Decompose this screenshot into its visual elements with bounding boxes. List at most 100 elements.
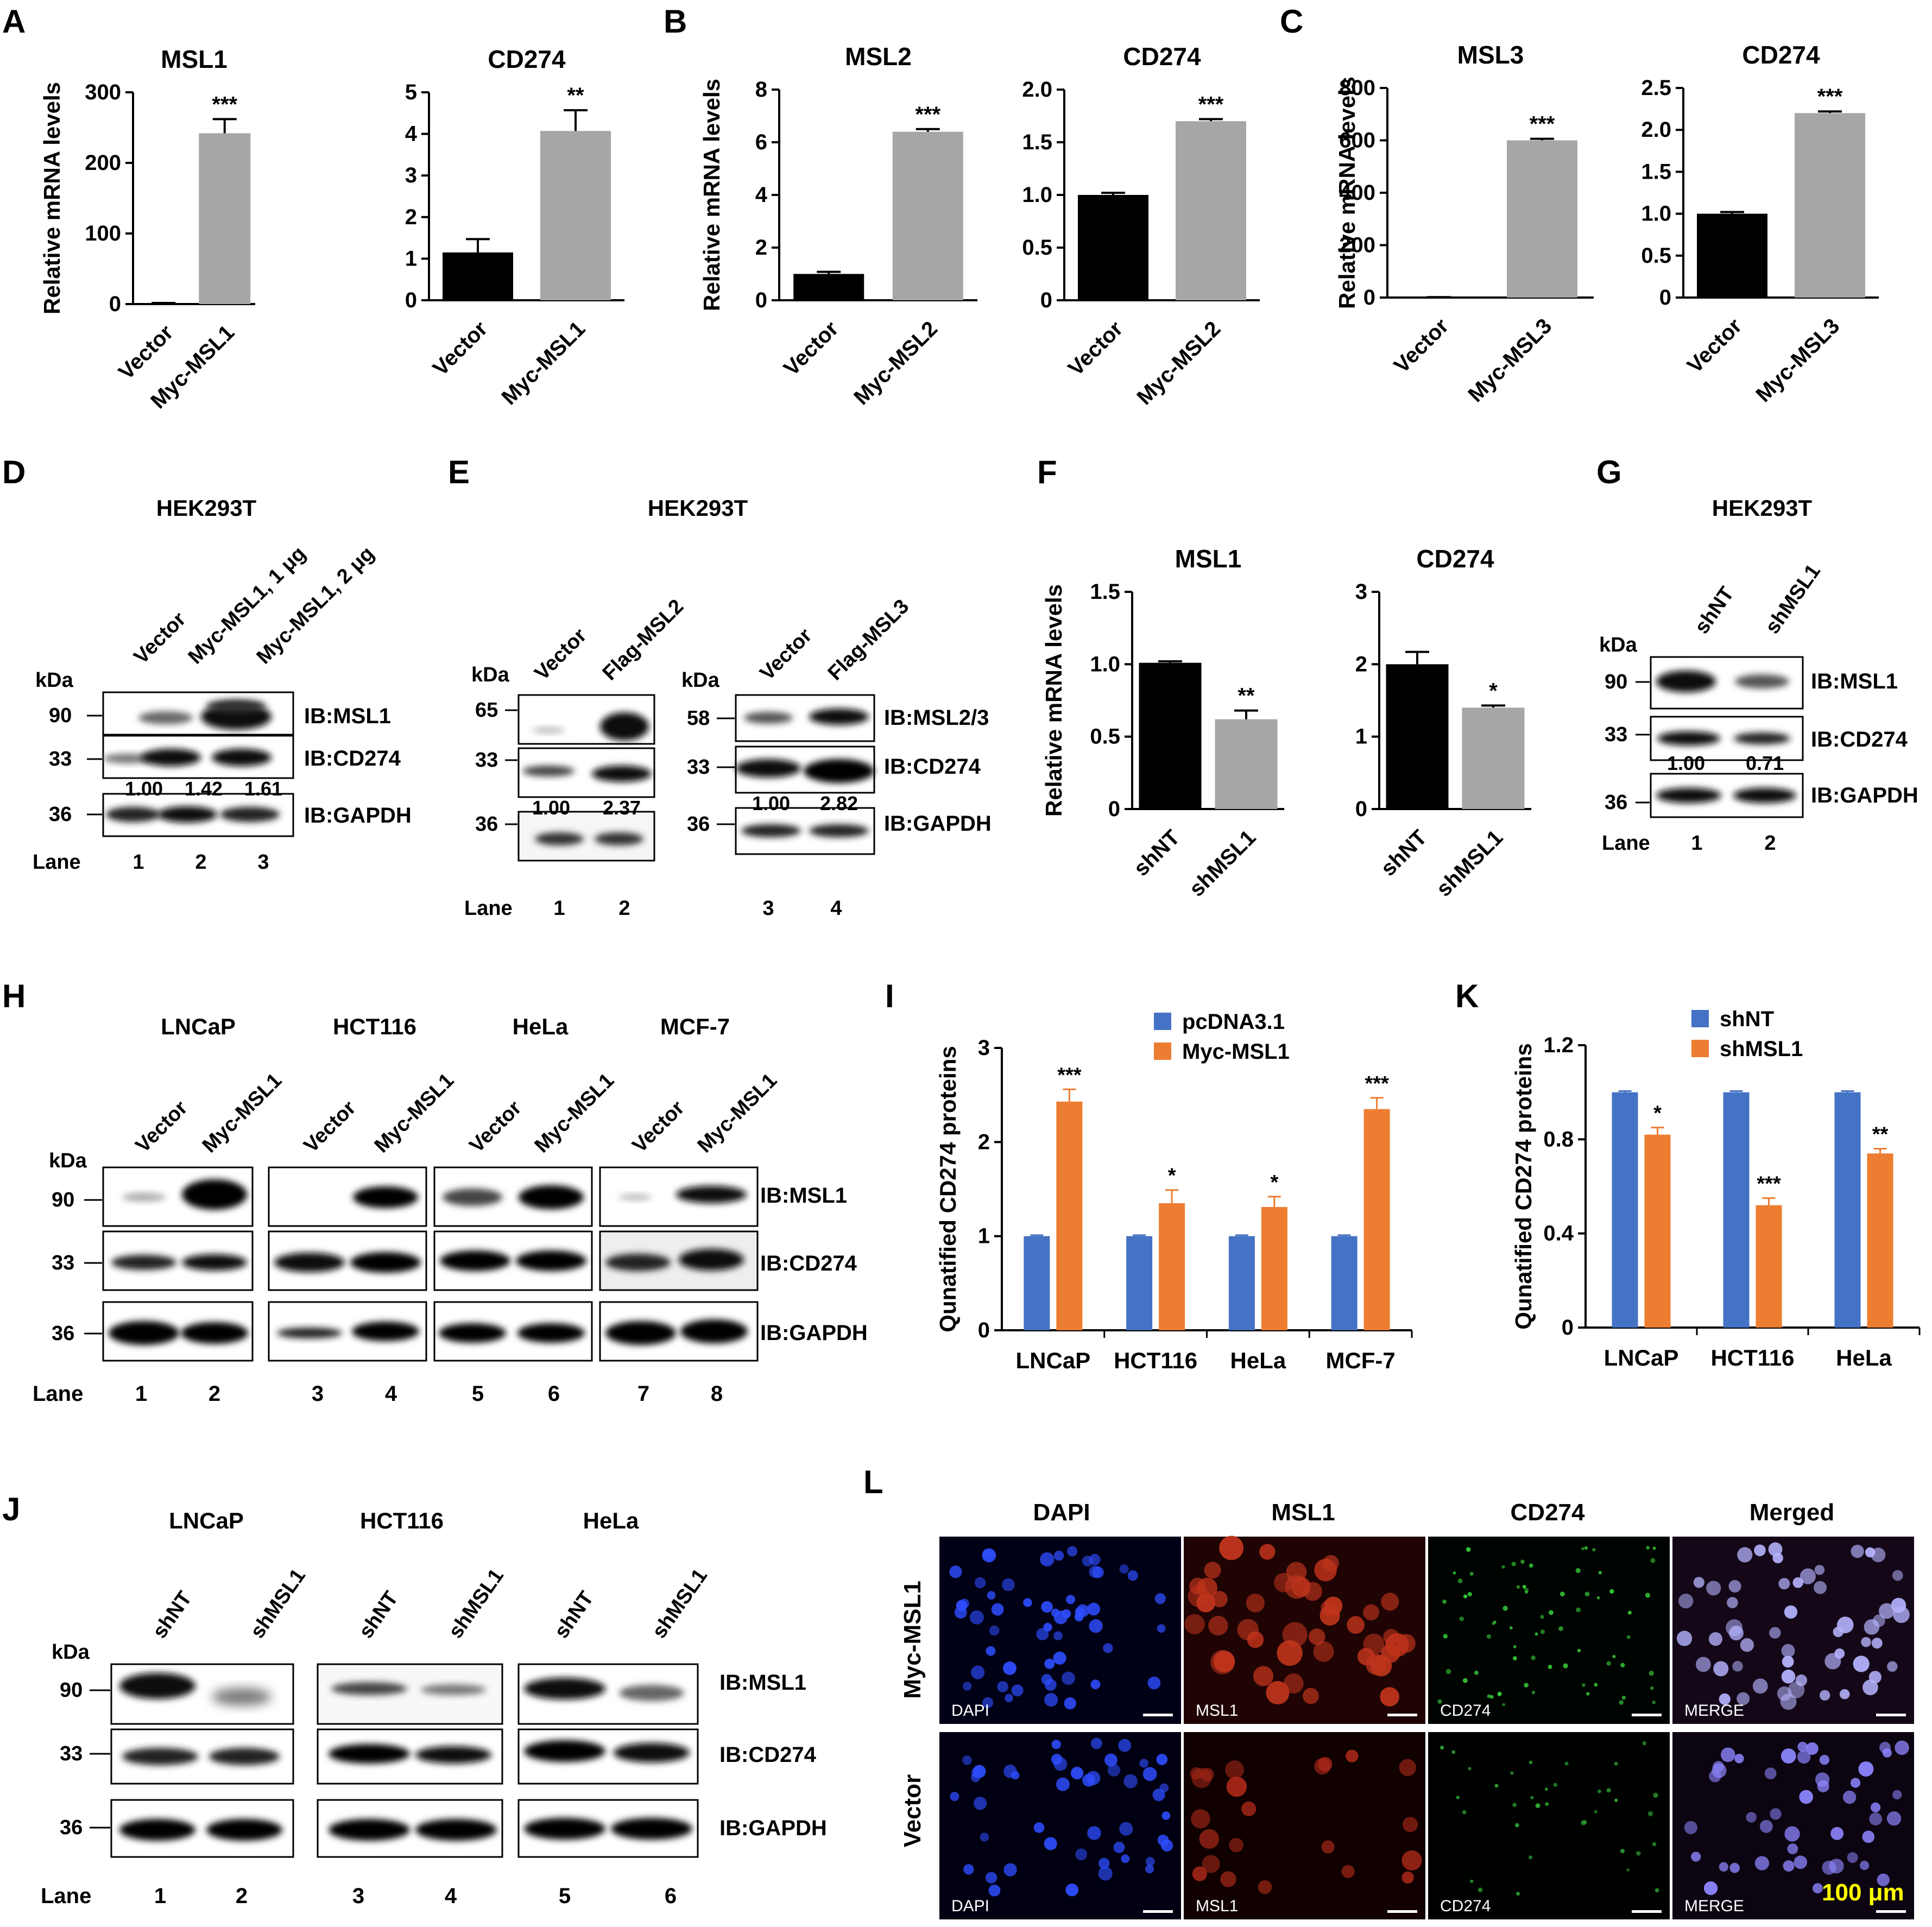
cell-dot	[1040, 1552, 1055, 1566]
y-tick-label: 1	[1355, 725, 1367, 749]
cell-dot	[1740, 1638, 1754, 1652]
cell-dot	[1381, 1593, 1399, 1611]
cell-dot	[1003, 1863, 1017, 1877]
column-header: Merged	[1750, 1499, 1834, 1526]
y-tick-label: 2	[1355, 652, 1367, 676]
cell-dot	[1087, 1602, 1101, 1616]
cell-dot	[1528, 1855, 1533, 1860]
cell-dot	[1800, 1568, 1816, 1584]
cell-dot	[1445, 1669, 1451, 1675]
panel-e-lane-label: Vector	[756, 624, 817, 685]
band	[532, 727, 565, 734]
cell-dot	[1770, 1808, 1782, 1820]
band	[611, 1818, 692, 1840]
legend-label: shMSL1	[1720, 1037, 1803, 1061]
significance-label: ***	[1530, 112, 1555, 136]
x-tick-label: Vector	[428, 317, 493, 381]
cell-dot	[988, 1884, 1001, 1897]
lane-number: 2	[618, 897, 630, 920]
cell-dot	[1764, 1767, 1777, 1779]
cell-dot	[1655, 1888, 1659, 1893]
cell-dot	[1540, 1615, 1544, 1619]
cell-dot	[1824, 1653, 1841, 1670]
mw-marker: 90	[60, 1679, 83, 1702]
significance-label: ***	[1198, 92, 1224, 116]
band	[138, 711, 193, 724]
panel-d-title: HEK293T	[156, 495, 257, 521]
cell-dot	[983, 1549, 992, 1558]
cell-dot	[1357, 1647, 1375, 1665]
panel-letter-f: F	[1037, 454, 1057, 490]
panel-e-lane-label: Flag-MSL2	[598, 595, 689, 685]
x-tick-label: Vector	[1064, 317, 1128, 381]
band	[141, 749, 201, 766]
lane-number: 4	[830, 897, 842, 920]
cell-dot	[1719, 1862, 1729, 1872]
band	[519, 1185, 584, 1209]
band	[535, 832, 584, 845]
band	[680, 1319, 748, 1343]
cell-dot	[1581, 1547, 1584, 1551]
x-tick-label: HeLa	[1836, 1345, 1892, 1370]
cell-dot	[1514, 1823, 1519, 1828]
cell-dot	[1082, 1556, 1093, 1566]
chart-title: CD274	[488, 45, 566, 73]
y-tick-label: 4	[405, 122, 418, 146]
x-tick-label: HCT116	[1710, 1345, 1794, 1370]
x-tick-label: LNCaP	[1604, 1345, 1679, 1370]
cell-dot	[1451, 1750, 1456, 1754]
significance-label: ***	[1817, 85, 1843, 109]
bar	[1644, 1134, 1671, 1328]
x-tick-label: Myc-MSL3	[1751, 314, 1844, 407]
y-tick-label: 3	[405, 163, 417, 187]
cell-dot	[1529, 1563, 1533, 1568]
band	[676, 1186, 747, 1203]
cell-dot	[997, 1681, 1008, 1692]
x-tick-label: Vector	[1683, 314, 1747, 378]
cell-dot	[1695, 1657, 1711, 1672]
cell-dot	[1463, 1594, 1468, 1599]
band	[1656, 671, 1716, 692]
cell-dot	[1003, 1661, 1016, 1675]
lane-label: shNT	[550, 1587, 598, 1642]
y-tick-label: 0	[1355, 797, 1367, 821]
cell-dot	[1819, 1690, 1830, 1701]
cell-dot	[1347, 1616, 1365, 1634]
ib-label: IB:MSL1	[1811, 669, 1898, 693]
chart-title: CD274	[1416, 545, 1494, 573]
band	[1657, 731, 1720, 745]
y-tick-label: 1.0	[1090, 652, 1120, 676]
cell-dot	[1544, 1787, 1548, 1791]
x-tick-label: shMSL1	[1432, 825, 1508, 901]
cell-dot	[1184, 1614, 1205, 1634]
cell-dot	[1558, 1626, 1563, 1631]
cell-dot	[1302, 1688, 1319, 1704]
cell-dot	[1087, 1826, 1101, 1840]
cell-dot	[1879, 1603, 1895, 1619]
cell-dot	[1584, 1546, 1588, 1550]
cell-dot	[1649, 1670, 1654, 1676]
cell-dot	[1098, 1857, 1110, 1869]
cell-dot	[1859, 1860, 1870, 1871]
cell-dot	[1642, 1741, 1646, 1746]
cell-dot	[1732, 1661, 1743, 1672]
cell-dot	[1119, 1564, 1129, 1574]
cell-dot	[1693, 1577, 1704, 1588]
inset-label: MSL1	[1196, 1702, 1238, 1720]
y-axis-label: Qunatified CD274 proteins	[935, 1046, 961, 1332]
x-tick-label: Myc-MSL3	[1463, 314, 1556, 407]
cell-dot	[1862, 1679, 1878, 1696]
bar	[1723, 1092, 1750, 1328]
bar	[1612, 1092, 1638, 1328]
lane-number: 7	[637, 1382, 649, 1406]
cell-dot	[1056, 1777, 1070, 1791]
cell-dot	[982, 1697, 994, 1708]
cell-dot	[1872, 1614, 1885, 1627]
scale-bar	[1387, 1910, 1417, 1913]
cell-dot	[1729, 1862, 1740, 1873]
cell-dot	[1494, 1784, 1499, 1787]
kda-label: kDa	[52, 1641, 90, 1664]
y-tick-label: 0.5	[1090, 725, 1120, 749]
y-tick-label: 0.4	[1543, 1222, 1574, 1246]
cell-dot	[1062, 1671, 1075, 1685]
